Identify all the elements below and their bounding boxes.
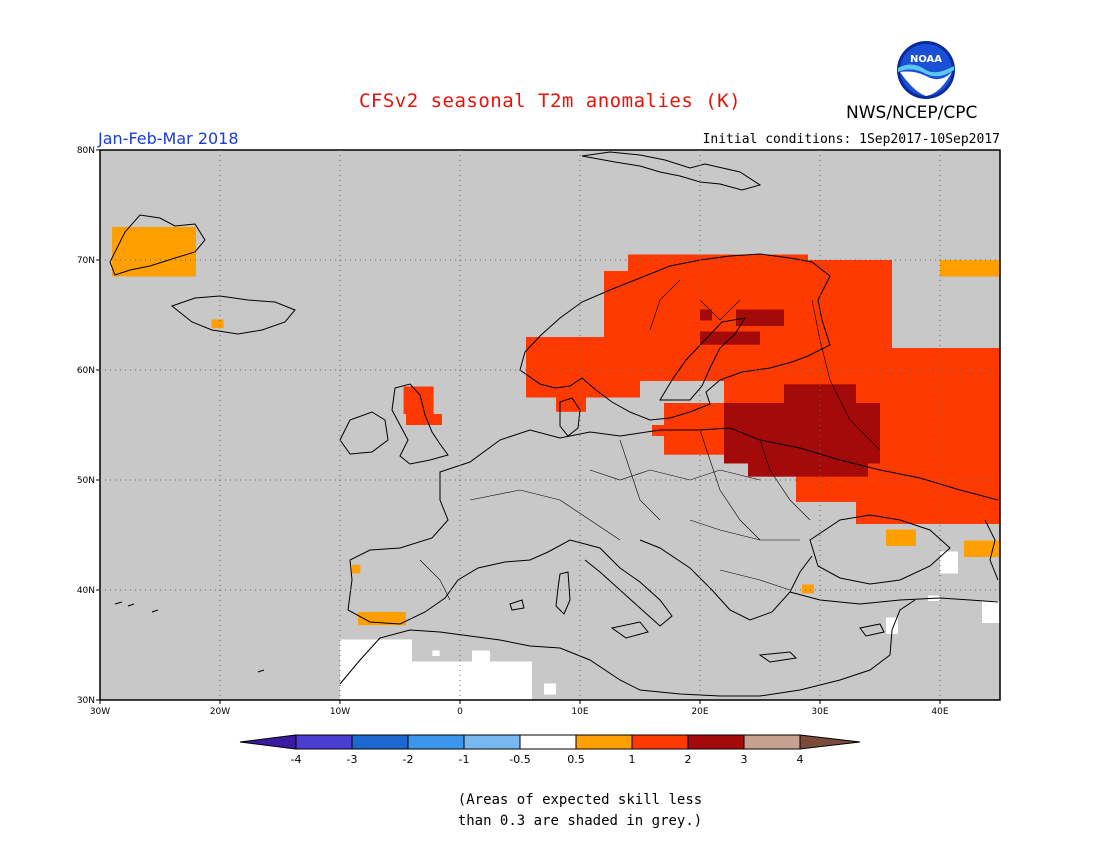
graticule bbox=[100, 150, 1000, 700]
corsica-sardinia-coast bbox=[555, 571, 571, 615]
anomaly-cell-level-1 bbox=[211, 319, 224, 329]
anomaly-cell-level-2 bbox=[406, 414, 442, 425]
colorbar-label: -2 bbox=[403, 753, 414, 766]
lat-tick-label: 70N bbox=[77, 256, 95, 266]
colorbar-label: 4 bbox=[797, 753, 804, 766]
colorbar-max-arrow bbox=[799, 734, 861, 750]
colorbar-swatch bbox=[631, 734, 689, 750]
lat-tick-label: 30N bbox=[77, 696, 95, 706]
colorbar: -4 -3 -2 -1 -0.5 0.5 1 2 3 4 bbox=[239, 734, 861, 766]
skill-note-line1: (Areas of expected skill less bbox=[457, 792, 703, 808]
colorbar-label: -0.5 bbox=[509, 753, 530, 766]
cyprus-coast bbox=[859, 623, 885, 637]
anomaly-cell-level-1 bbox=[112, 227, 196, 277]
anomaly-cell-level-1 bbox=[802, 584, 814, 594]
colorbar-swatch bbox=[351, 734, 409, 750]
low-skill-cell bbox=[544, 683, 556, 695]
anomaly-cell-level-1 bbox=[964, 540, 1000, 557]
coastline-layer bbox=[109, 151, 999, 697]
noaa-logo: NOAA bbox=[896, 40, 956, 100]
colorbar-label: -1 bbox=[459, 753, 470, 766]
lon-tick-label: 10W bbox=[330, 707, 350, 717]
map-frame bbox=[99, 149, 1001, 701]
colorbar-swatch bbox=[687, 734, 745, 750]
colorbar-label: 0.5 bbox=[567, 753, 585, 766]
initial-conditions: Initial conditions: 1Sep2017-10Sep2017 bbox=[702, 132, 1000, 147]
anomaly-layer bbox=[112, 227, 1000, 626]
anomaly-cell-level-3 bbox=[700, 309, 712, 321]
map-title: CFSv2 seasonal T2m anomalies (K) bbox=[358, 90, 742, 112]
iceland-coast bbox=[170, 295, 296, 335]
noaa-logo-graphic: NOAA bbox=[897, 41, 955, 99]
colorbar-swatch bbox=[743, 734, 801, 750]
north-africa-coast bbox=[339, 629, 891, 697]
noaa-logo-text: NOAA bbox=[910, 54, 942, 65]
black-sea-coast bbox=[809, 514, 951, 585]
anomaly-cell-level-1 bbox=[352, 564, 361, 574]
colorbar-swatch bbox=[463, 734, 521, 750]
lon-tick-label: 20W bbox=[210, 707, 230, 717]
low-skill-cell bbox=[340, 639, 412, 662]
colorbar-label: 1 bbox=[629, 753, 636, 766]
skill-note-line2: than 0.3 are shaded in grey.) bbox=[457, 813, 703, 829]
denmark-coast bbox=[559, 397, 581, 437]
colorbar-swatch bbox=[407, 734, 465, 750]
colorbar-swatch bbox=[295, 734, 353, 750]
lon-tick-label: 10E bbox=[571, 707, 588, 717]
france-iberia-coast bbox=[347, 439, 549, 625]
europe-mainland-coast bbox=[499, 427, 999, 501]
low-skill-cell bbox=[340, 661, 532, 700]
lat-tick-label: 50N bbox=[77, 476, 95, 486]
anomaly-cell-level-3 bbox=[784, 384, 856, 403]
levant-coast bbox=[889, 599, 916, 656]
balearic-coast bbox=[509, 599, 525, 611]
colorbar-label: 2 bbox=[685, 753, 692, 766]
anomaly-cell-level-3 bbox=[748, 452, 868, 477]
colorbar-swatch bbox=[575, 734, 633, 750]
italy-coast bbox=[547, 539, 673, 627]
low-skill-cell bbox=[940, 551, 958, 574]
ireland-coast bbox=[339, 411, 389, 455]
lon-tick-label: 30W bbox=[90, 707, 110, 717]
lat-tick-label: 60N bbox=[77, 366, 95, 376]
lat-tick-label: 40N bbox=[77, 586, 95, 596]
low-skill-cell bbox=[432, 650, 440, 656]
lat-tick-label: 80N bbox=[77, 146, 95, 156]
azores-coast bbox=[114, 601, 159, 613]
colorbar-label: -4 bbox=[291, 753, 302, 766]
colorbar-label: -3 bbox=[347, 753, 358, 766]
lon-tick-label: 0 bbox=[457, 707, 463, 717]
great-britain-coast bbox=[391, 383, 449, 465]
caspian-coast bbox=[984, 519, 999, 581]
country-borders bbox=[419, 279, 881, 601]
svalbard-coast bbox=[581, 151, 762, 191]
colorbar-swatch bbox=[519, 734, 577, 750]
anomaly-cell-level-1 bbox=[886, 529, 916, 546]
scandinavia-coast bbox=[519, 253, 831, 421]
balkans-coast bbox=[639, 539, 813, 621]
baltic-sea-coast bbox=[659, 317, 747, 401]
sicily-coast bbox=[610, 621, 649, 639]
agency-label: NWS/NCEP/CPC bbox=[846, 103, 978, 123]
madeira-coast bbox=[257, 669, 265, 673]
anomaly-cell-level-2 bbox=[403, 386, 434, 414]
lon-tick-label: 30E bbox=[811, 707, 828, 717]
lon-tick-label: 40E bbox=[931, 707, 948, 717]
forecast-period: Jan-Feb-Mar 2018 bbox=[98, 129, 239, 148]
crete-coast bbox=[758, 651, 798, 663]
anomaly-cell-level-3 bbox=[736, 309, 784, 326]
colorbar-min-arrow bbox=[239, 734, 297, 750]
low-skill-cell bbox=[472, 650, 490, 667]
greenland-coast bbox=[109, 214, 206, 276]
colorbar-label: 3 bbox=[741, 753, 748, 766]
lon-tick-label: 20E bbox=[691, 707, 708, 717]
low-skill-cell bbox=[982, 601, 1000, 623]
anomaly-cell-level-1 bbox=[940, 260, 1000, 277]
